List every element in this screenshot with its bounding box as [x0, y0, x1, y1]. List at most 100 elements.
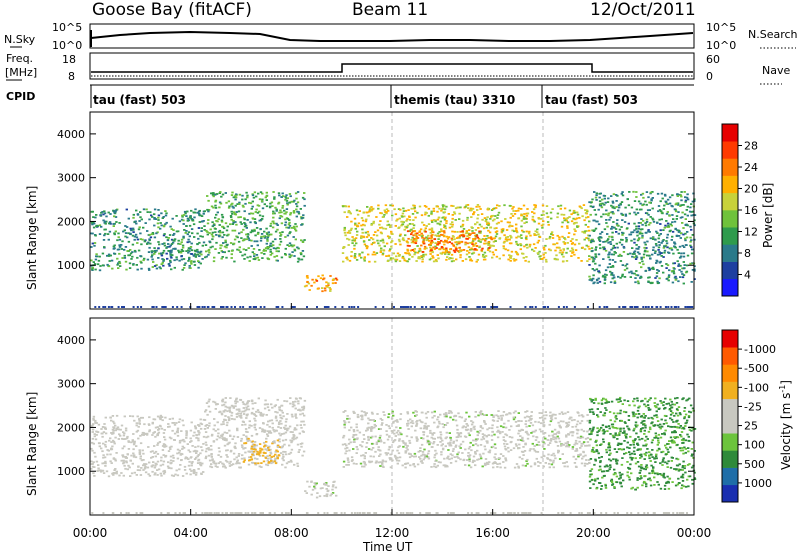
range-gate-cell	[500, 228, 504, 231]
range-gate-cell	[657, 205, 661, 207]
range-gate-cell	[317, 275, 320, 278]
range-gate-cell	[297, 402, 300, 405]
range-gate-cell	[613, 246, 616, 249]
range-gate-cell	[212, 195, 215, 198]
range-gate-cell	[186, 241, 189, 244]
range-gate-cell	[380, 212, 383, 215]
range-gate-cell	[112, 458, 116, 460]
range-gate-cell	[269, 202, 272, 205]
range-gate-cell	[185, 437, 188, 439]
range-gate-cell	[596, 282, 599, 284]
range-gate-cell	[563, 219, 566, 222]
range-gate-cell	[527, 260, 530, 263]
range-gate-cell	[258, 214, 262, 217]
range-gate-cell	[367, 448, 371, 450]
range-gate-cell	[591, 258, 595, 260]
range-gate-cell	[238, 246, 241, 249]
range-gate-cell	[393, 432, 396, 435]
range-gate-cell	[210, 205, 214, 208]
range-gate-cell	[264, 448, 267, 451]
range-gate-cell	[207, 447, 210, 449]
range-gate-cell	[690, 228, 693, 231]
range-gate-cell	[542, 454, 545, 457]
range-gate-cell	[465, 230, 468, 232]
range-gate-cell	[386, 260, 390, 262]
range-gate-cell	[408, 254, 412, 256]
range-gate-cell	[642, 196, 645, 199]
range-gate-cell	[570, 243, 574, 245]
range-gate-cell	[195, 254, 198, 256]
range-gate-cell	[206, 231, 209, 233]
range-gate-cell	[279, 416, 282, 419]
range-gate-cell	[156, 469, 159, 471]
range-gate-cell	[266, 233, 269, 236]
range-gate-cell	[644, 243, 647, 246]
range-gate-cell	[491, 244, 494, 247]
range-gate-cell	[512, 418, 516, 421]
range-gate-cell	[325, 482, 328, 484]
range-gate-cell	[285, 226, 288, 229]
range-gate-cell	[528, 230, 531, 233]
range-gate-cell	[419, 457, 422, 460]
range-gate-cell	[331, 279, 335, 282]
range-gate-cell	[131, 234, 135, 237]
freq-tick-bottom: 8	[68, 70, 75, 83]
range-gate-cell	[478, 223, 482, 226]
range-gate-cell	[378, 436, 382, 439]
range-gate-cell	[438, 422, 441, 425]
range-gate-cell	[447, 442, 450, 445]
range-gate-cell	[111, 428, 115, 431]
range-gate-cell	[150, 251, 154, 254]
range-gate-cell	[177, 421, 181, 423]
range-gate-cell	[670, 248, 674, 251]
range-gate-cell	[160, 416, 164, 418]
range-gate-cell	[553, 243, 556, 246]
range-gate-cell	[182, 235, 185, 238]
range-gate-cell	[202, 435, 206, 438]
range-gate-cell	[468, 229, 471, 231]
range-gate-cell	[556, 445, 560, 447]
range-gate-cell	[371, 208, 374, 211]
range-gate-cell	[243, 210, 246, 213]
range-gate-cell	[423, 245, 427, 248]
range-gate-cell	[285, 400, 289, 403]
range-gate-cell	[178, 441, 182, 444]
range-gate-cell	[234, 213, 237, 216]
range-gate-cell	[185, 434, 188, 437]
range-gate-cell	[112, 420, 115, 423]
range-gate-cell	[428, 240, 431, 242]
range-gate-cell	[112, 431, 115, 434]
range-gate-cell	[663, 245, 667, 248]
range-gate-cell	[259, 191, 263, 194]
range-gate-cell	[264, 249, 267, 252]
range-gate-cell	[238, 203, 241, 205]
range-gate-cell	[514, 210, 518, 212]
range-gate-cell	[408, 219, 412, 221]
range-gate-cell	[657, 237, 660, 240]
range-gate-cell	[221, 462, 224, 465]
range-gate-cell	[175, 256, 178, 259]
range-gate-cell	[511, 215, 515, 217]
range-gate-cell	[172, 239, 175, 242]
range-gate-cell	[259, 414, 263, 417]
range-gate-cell	[505, 236, 508, 239]
range-gate-cell	[170, 249, 173, 252]
range-gate-cell	[190, 228, 194, 230]
range-gate-cell	[268, 206, 272, 209]
range-gate-cell	[132, 433, 135, 435]
range-gate-cell	[477, 432, 481, 434]
power-data	[90, 112, 697, 309]
range-gate-cell	[647, 213, 650, 216]
range-gate-cell	[132, 455, 136, 458]
range-gate-cell	[470, 247, 473, 250]
range-gate-cell	[117, 248, 121, 251]
range-gate-cell	[611, 200, 614, 203]
range-gate-cell	[270, 460, 273, 462]
range-gate-cell	[538, 255, 541, 258]
range-gate-cell	[370, 411, 374, 414]
range-gate-cell	[154, 251, 157, 253]
range-gate-cell	[427, 237, 431, 240]
range-gate-cell	[411, 255, 414, 258]
range-gate-cell	[480, 238, 483, 241]
range-gate-cell	[136, 256, 139, 259]
